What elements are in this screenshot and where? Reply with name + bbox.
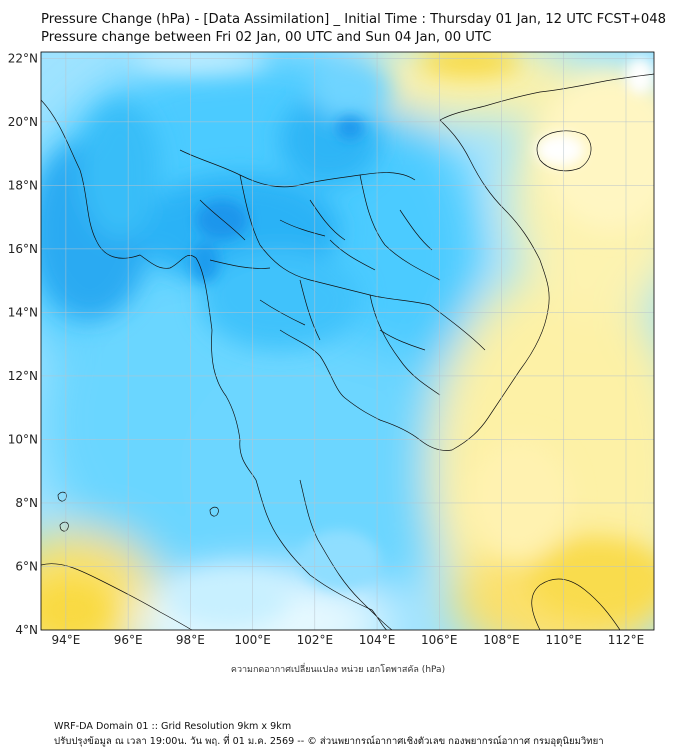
map-panel: 22°N 20°N 18°N 16°N 14°N 12°N 10°N 8°N 6°N 4°N 94… <box>8 51 672 702</box>
lon-tick-label: 98°E <box>176 633 205 647</box>
longitude-axis: 94°E 96°E 98°E 100°E 102°E 104°E 106°E 108°E 110… <box>51 633 644 647</box>
lon-tick-label: 110°E <box>546 633 583 647</box>
lon-tick-label: 102°E <box>297 633 334 647</box>
latitude-axis: 22°N 20°N 18°N 16°N 14°N 12°N 10°N 8°N 6°N 4°N <box>8 51 38 637</box>
lon-tick-label: 106°E <box>421 633 458 647</box>
lat-tick-label: 8°N <box>15 496 38 510</box>
lon-tick-label: 96°E <box>114 633 143 647</box>
lon-tick-label: 104°E <box>359 633 396 647</box>
lon-tick-label: 94°E <box>51 633 80 647</box>
lat-tick-label: 12°N <box>8 369 38 383</box>
footer-model-info: WRF-DA Domain 01 :: Grid Resolution 9km … <box>54 721 292 732</box>
lon-tick-label: 112°E <box>608 633 645 647</box>
lat-tick-label: 4°N <box>15 623 38 637</box>
lat-tick-label: 20°N <box>8 115 38 129</box>
colorbar-title: ความกดอากาศเปลี่ยนแปลง หน่วย เฮกโตพาสคัล… <box>230 665 446 675</box>
coastlines-borders <box>41 73 654 630</box>
pressure-field <box>41 52 654 630</box>
lat-tick-label: 6°N <box>15 559 38 573</box>
lon-tick-label: 100°E <box>234 633 271 647</box>
lat-tick-label: 10°N <box>8 432 38 446</box>
lat-tick-label: 18°N <box>8 178 38 192</box>
lon-tick-label: 108°E <box>483 633 520 647</box>
pressure-change-map: 22°N 20°N 18°N 16°N 14°N 12°N 10°N 8°N 6°N 4°N 94… <box>8 51 672 702</box>
map-title: Pressure Change (hPa) - [Data Assimilati… <box>41 12 667 27</box>
lat-tick-label: 22°N <box>8 51 38 65</box>
lat-tick-label: 16°N <box>8 242 38 256</box>
map-frame <box>40 51 655 631</box>
lat-tick-label: 14°N <box>8 305 38 319</box>
footer-update-info: ปรับปรุงข้อมูล ณ เวลา 19:00น. วัน พฤ. ที… <box>54 736 604 747</box>
map-subtitle: Pressure change between Fri 02 Jan, 00 U… <box>41 30 492 45</box>
